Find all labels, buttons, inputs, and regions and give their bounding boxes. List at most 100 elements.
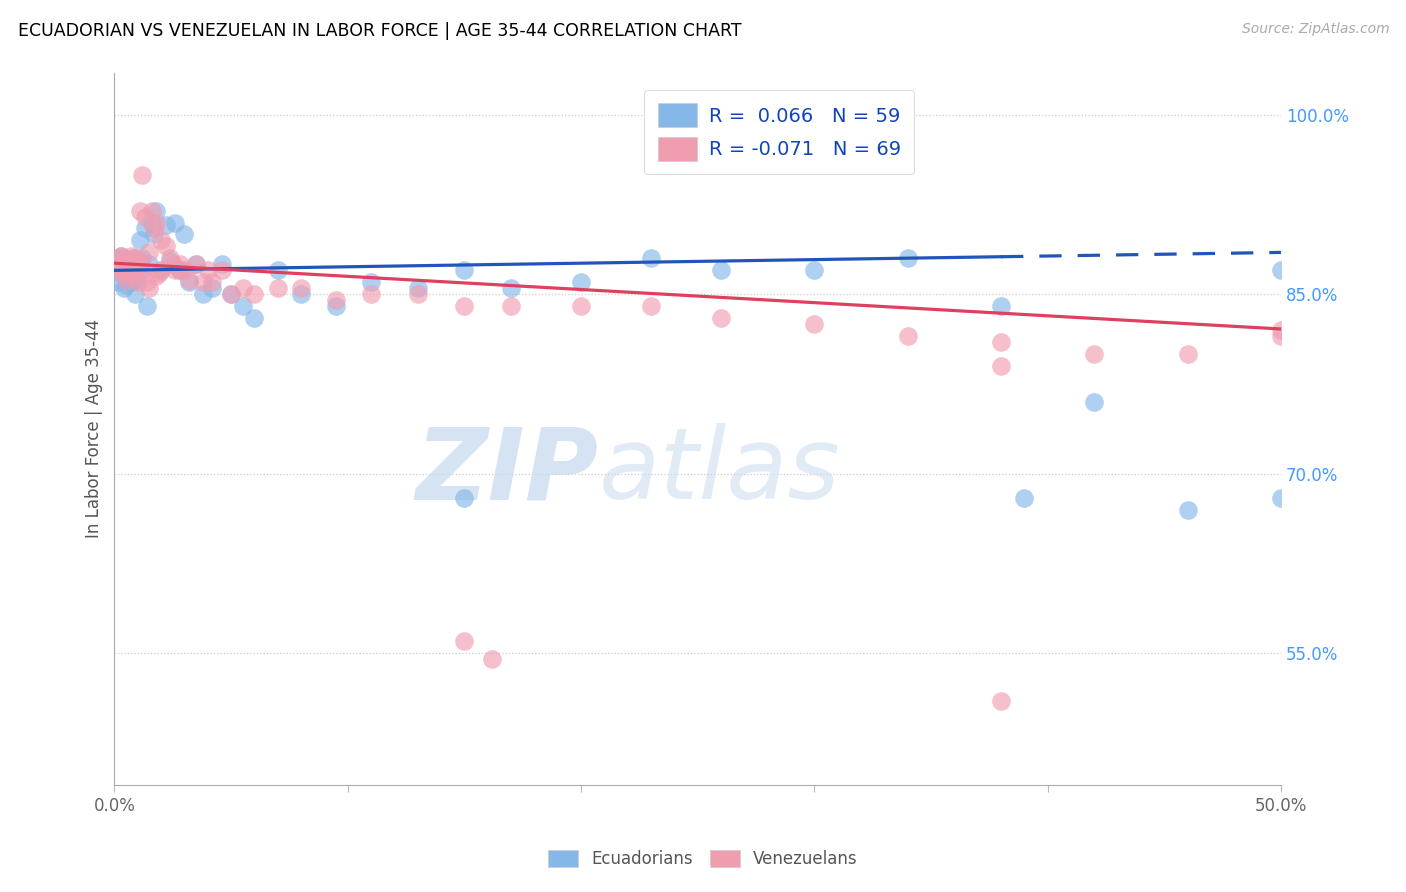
Point <box>136 276 159 290</box>
Point <box>112 257 135 271</box>
Point <box>108 263 131 277</box>
Point <box>105 260 128 275</box>
Point <box>131 252 153 266</box>
Point <box>453 263 475 277</box>
Point <box>897 252 920 266</box>
Point <box>1270 323 1292 337</box>
Point <box>1177 502 1199 516</box>
Point <box>710 263 733 277</box>
Point <box>129 253 152 268</box>
Point <box>124 252 146 266</box>
Point <box>453 299 475 313</box>
Point <box>169 263 191 277</box>
Point <box>325 293 347 308</box>
Point <box>138 281 160 295</box>
Point <box>122 263 145 277</box>
Point <box>120 269 142 284</box>
Point <box>219 287 242 301</box>
Point <box>710 311 733 326</box>
Point <box>169 257 191 271</box>
Point <box>232 299 254 313</box>
Point <box>290 281 312 295</box>
Point <box>127 257 149 271</box>
Point <box>169 263 191 277</box>
Point <box>640 252 662 266</box>
Point <box>243 311 266 326</box>
Point <box>148 266 170 280</box>
Point <box>122 253 145 268</box>
Point <box>127 257 149 271</box>
Point <box>134 210 156 224</box>
Point <box>569 276 592 290</box>
Point <box>165 263 187 277</box>
Point <box>145 269 167 284</box>
Point <box>219 287 242 301</box>
Point <box>1014 491 1036 505</box>
Point <box>138 257 160 271</box>
Point <box>117 257 139 271</box>
Point <box>211 257 233 271</box>
Point <box>143 221 166 235</box>
Point <box>173 263 195 277</box>
Point <box>406 287 429 301</box>
Point <box>115 273 138 287</box>
Point <box>1270 491 1292 505</box>
Point <box>290 287 312 301</box>
Point <box>141 215 163 229</box>
Point <box>120 276 142 290</box>
Point <box>120 253 142 268</box>
Point <box>131 263 153 277</box>
Point <box>177 276 200 290</box>
Point <box>150 263 173 277</box>
Point <box>117 269 139 284</box>
Point <box>136 299 159 313</box>
Point <box>122 266 145 280</box>
Point <box>112 281 135 295</box>
Point <box>145 215 167 229</box>
Text: Source: ZipAtlas.com: Source: ZipAtlas.com <box>1241 22 1389 37</box>
Point <box>173 227 195 242</box>
Legend: Ecuadorians, Venezuelans: Ecuadorians, Venezuelans <box>541 843 865 875</box>
Point <box>124 287 146 301</box>
Point <box>127 253 149 268</box>
Point <box>990 299 1012 313</box>
Point <box>267 281 290 295</box>
Point <box>129 203 152 218</box>
Y-axis label: In Labor Force | Age 35-44: In Labor Force | Age 35-44 <box>86 319 103 539</box>
Point <box>131 168 153 182</box>
Point <box>145 203 167 218</box>
Point <box>150 234 173 248</box>
Point <box>453 491 475 505</box>
Point <box>117 263 139 277</box>
Point <box>141 203 163 218</box>
Point <box>201 281 224 295</box>
Point <box>124 263 146 277</box>
Point <box>105 257 128 271</box>
Point <box>159 252 181 266</box>
Point <box>115 277 138 292</box>
Point <box>177 273 200 287</box>
Point <box>155 239 177 253</box>
Point <box>499 299 522 313</box>
Point <box>110 266 132 280</box>
Point <box>112 266 135 280</box>
Text: ECUADORIAN VS VENEZUELAN IN LABOR FORCE | AGE 35-44 CORRELATION CHART: ECUADORIAN VS VENEZUELAN IN LABOR FORCE … <box>18 22 742 40</box>
Text: atlas: atlas <box>599 423 841 520</box>
Point <box>155 218 177 232</box>
Point <box>115 253 138 268</box>
Legend: R =  0.066   N = 59, R = -0.071   N = 69: R = 0.066 N = 59, R = -0.071 N = 69 <box>644 90 914 174</box>
Point <box>499 281 522 295</box>
Point <box>108 276 131 290</box>
Point <box>191 287 214 301</box>
Point <box>1083 347 1105 361</box>
Point <box>803 263 825 277</box>
Point <box>112 257 135 271</box>
Point <box>110 263 132 277</box>
Point <box>211 263 233 277</box>
Point <box>360 276 382 290</box>
Point <box>191 276 214 290</box>
Point <box>108 252 131 266</box>
Point <box>406 281 429 295</box>
Point <box>108 253 131 268</box>
Point <box>640 299 662 313</box>
